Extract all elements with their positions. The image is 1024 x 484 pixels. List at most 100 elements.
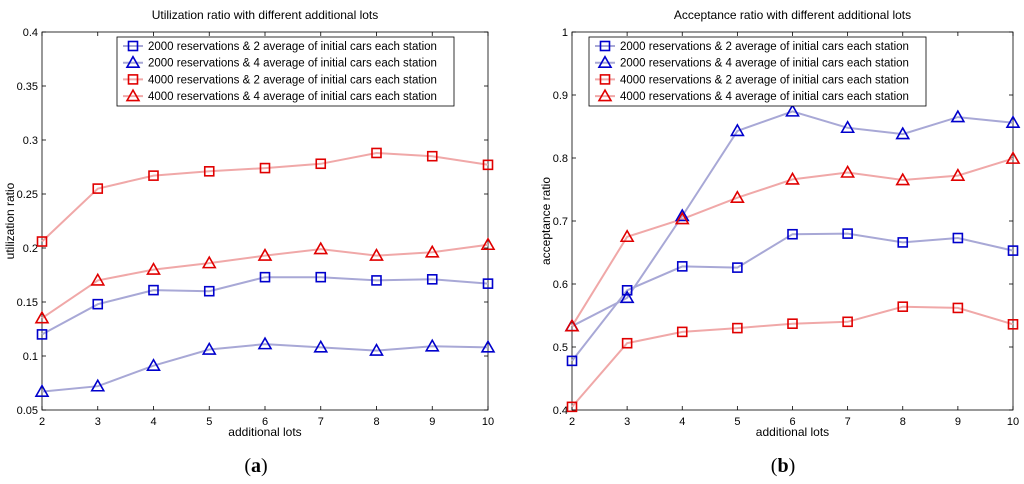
legend-marker-4	[597, 88, 613, 102]
y-tick-label: 0.15	[17, 297, 38, 309]
data-point-s1-5	[787, 228, 798, 240]
legend: 2000 reservations & 2 average of initial…	[588, 36, 927, 107]
y-tick-label: 0.7	[553, 216, 568, 228]
data-point-s1-9	[482, 278, 494, 289]
legend-label-2: 2000 reservations & 4 average of initial…	[620, 58, 909, 70]
data-point-s4-5	[785, 171, 800, 185]
panel-label-close: )	[789, 455, 796, 477]
legend-label-3: 4000 reservations & 2 average of initial…	[148, 74, 437, 86]
x-tick-label: 3	[624, 416, 630, 428]
chart-panel-a: Utilization ratio with different additio…	[3, 8, 496, 477]
data-point-s1-7	[897, 237, 909, 248]
data-point-s4-6	[313, 241, 329, 255]
legend-marker-3	[127, 74, 139, 85]
y-tick-label: 1	[562, 27, 568, 39]
data-point-s3-7	[371, 147, 382, 159]
panel-label-open: (	[244, 455, 251, 477]
data-point-s1-1	[566, 355, 578, 367]
legend-label-4: 4000 reservations & 4 average of initial…	[148, 91, 437, 103]
data-point-s4-4	[729, 190, 745, 203]
data-point-s1-3	[676, 261, 688, 272]
x-tick-label: 10	[1007, 416, 1019, 428]
data-point-s3-8	[952, 302, 964, 314]
data-point-s2-9	[1005, 115, 1021, 129]
data-point-s4-5	[257, 247, 273, 261]
legend-label-1: 2000 reservations & 2 average of initial…	[620, 41, 909, 53]
data-point-s2-8	[424, 338, 440, 352]
data-point-s2-8	[950, 109, 966, 123]
data-point-s3-9	[482, 159, 494, 171]
legend-label-3: 4000 reservations & 2 average of initial…	[620, 74, 909, 86]
data-point-s1-1	[36, 329, 48, 340]
legend-box	[116, 36, 455, 107]
legend-marker-1	[599, 40, 611, 52]
data-point-s3-5	[259, 162, 271, 174]
x-tick-label: 2	[39, 416, 45, 428]
x-tick-label: 5	[206, 416, 212, 428]
data-point-s3-2	[621, 337, 633, 349]
data-point-s3-3	[148, 170, 159, 181]
y-tick-label: 0.1	[23, 351, 38, 363]
data-point-s4-2	[619, 229, 635, 243]
data-point-s2-5	[785, 103, 800, 117]
series-line-3	[41, 151, 489, 243]
y-axis-label: acceptance ratio	[539, 177, 553, 265]
data-point-s3-1	[36, 236, 48, 247]
y-tick-label: 0.8	[553, 153, 568, 165]
series-line-3	[571, 305, 1014, 408]
data-point-s1-3	[148, 284, 159, 296]
data-point-s4-7	[895, 172, 911, 186]
chart-title: Acceptance ratio with different addition…	[674, 8, 911, 22]
x-tick-label: 6	[262, 416, 268, 428]
series-line-4	[41, 243, 489, 320]
data-point-s2-3	[146, 358, 161, 372]
x-tick-label: 9	[429, 416, 435, 428]
data-point-s1-4	[732, 262, 743, 273]
x-tick-label: 2	[569, 416, 575, 428]
data-point-s4-8	[950, 168, 966, 181]
data-point-s2-2	[619, 290, 635, 304]
data-point-s3-4	[203, 166, 215, 177]
x-tick-label: 3	[95, 416, 101, 428]
data-point-s4-9	[1005, 151, 1021, 164]
data-point-s3-5	[787, 318, 798, 329]
legend-marker-2	[597, 55, 613, 68]
data-point-s1-7	[371, 275, 382, 286]
panel-label-letter: a	[251, 455, 261, 477]
data-point-s4-1	[34, 310, 50, 324]
y-tick-label: 0.2	[23, 243, 38, 255]
x-tick-label: 8	[373, 416, 379, 428]
data-point-s1-8	[426, 274, 438, 285]
data-point-s4-8	[424, 244, 440, 258]
legend-marker-1	[127, 40, 139, 52]
data-point-s1-2	[621, 284, 633, 296]
x-tick-label: 10	[482, 416, 494, 428]
x-axis-label: additional lots	[756, 425, 829, 439]
data-point-s2-6	[313, 339, 329, 353]
panel-label-letter: b	[777, 455, 788, 477]
legend-box	[588, 36, 927, 107]
chart-panel-b: Acceptance ratio with different addition…	[539, 8, 1021, 477]
data-point-s3-2	[92, 183, 104, 194]
x-tick-label: 4	[150, 416, 156, 428]
data-point-s4-9	[480, 237, 496, 251]
x-tick-label: 5	[734, 416, 740, 428]
data-point-s4-6	[840, 164, 856, 178]
series-line-2	[571, 110, 1014, 328]
data-point-s3-6	[315, 158, 327, 170]
legend-marker-3	[599, 74, 611, 85]
x-tick-label: 4	[679, 416, 685, 428]
series-line-4	[571, 157, 1014, 327]
data-point-s2-3	[674, 208, 690, 222]
data-point-s3-7	[897, 301, 909, 312]
data-point-s1-2	[92, 298, 104, 310]
panel-label-close: )	[261, 455, 268, 477]
data-point-s4-1	[564, 318, 580, 332]
panel-label-open: (	[771, 455, 778, 477]
data-point-s2-2	[90, 378, 106, 392]
legend-label-1: 2000 reservations & 2 average of initial…	[148, 41, 437, 53]
data-point-s1-4	[203, 285, 215, 297]
chart-title: Utilization ratio with different additio…	[152, 8, 379, 22]
data-point-s3-1	[566, 401, 578, 413]
data-point-s4-7	[369, 247, 384, 261]
